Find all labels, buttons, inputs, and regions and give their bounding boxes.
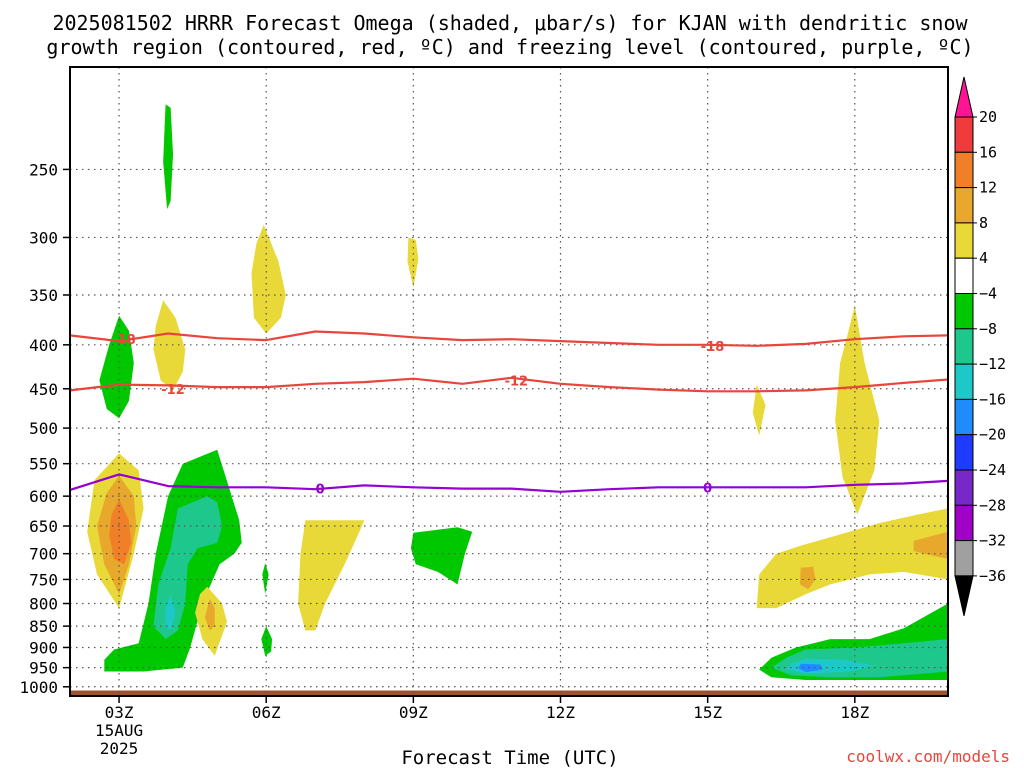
contour-label: 0	[316, 483, 325, 498]
omega-region	[913, 531, 948, 559]
y-tick-label: 600	[29, 487, 58, 506]
colorbar-cap-top	[954, 76, 974, 118]
colorbar-box	[954, 469, 974, 506]
contour-label: 0	[703, 481, 712, 496]
y-tick-label: 850	[29, 617, 58, 636]
y-tick-label: 950	[29, 659, 58, 678]
y-tick-label: 300	[29, 228, 58, 247]
contour-label: -18	[701, 340, 725, 355]
x-tick-label: 09Z	[399, 703, 428, 722]
omega-shading-layer	[87, 104, 948, 680]
colorbar-box	[954, 293, 974, 330]
plot-frame	[69, 66, 949, 697]
colorbar-box	[954, 328, 974, 365]
omega-region	[99, 315, 134, 419]
colorbar-label: −28	[979, 496, 1006, 514]
colorbar-box	[954, 363, 974, 400]
omega-region	[752, 384, 766, 436]
colorbar-cap-bottom	[954, 575, 974, 617]
chart-title-line-2: growth region (contoured, red, ºC) and f…	[46, 35, 973, 59]
colorbar-label: −4	[979, 285, 997, 303]
omega-region	[251, 224, 286, 334]
colorbar-label: 8	[979, 214, 988, 232]
omega-region	[756, 508, 948, 609]
x-tick-label: 18Z	[840, 703, 869, 722]
omega-region	[163, 104, 173, 209]
y-tick-label: 1000	[19, 678, 58, 697]
colorbar-box	[954, 151, 974, 189]
x-tick-label: 15Z	[693, 703, 722, 722]
colorbar-box	[954, 116, 974, 153]
y-tick-label: 500	[29, 419, 58, 438]
y-tick-label: 400	[29, 336, 58, 355]
colorbar-label: −36	[979, 567, 1006, 585]
y-tick-label: 450	[29, 380, 58, 399]
colorbar-label: −20	[979, 426, 1006, 444]
omega-region	[109, 499, 132, 565]
x-tick-label: 06Z	[252, 703, 281, 722]
colorbar-box	[954, 222, 974, 259]
x-axis-title: Forecast Time (UTC)	[401, 747, 618, 768]
colorbar-label: −12	[979, 355, 1006, 373]
colorbar-label: 20	[979, 108, 997, 126]
x-tick-date: 15AUG	[95, 721, 143, 740]
contour-label: -12	[161, 383, 185, 398]
contour-line	[69, 330, 949, 347]
x-tick-label: 12Z	[546, 703, 575, 722]
colorbar-box	[954, 540, 974, 577]
colorbar-label: 12	[979, 179, 997, 197]
chart-title-line-1: 2025081502 HRRR Forecast Omega (shaded, …	[52, 11, 968, 35]
omega-region	[204, 598, 215, 631]
omega-region	[410, 527, 473, 585]
omega-region	[298, 520, 365, 631]
y-tick-label: 550	[29, 455, 58, 474]
x-tick-label: 03Z	[105, 703, 134, 722]
omega-region	[165, 594, 176, 631]
contour-line	[69, 473, 949, 493]
omega-region	[261, 626, 273, 656]
omega-region	[262, 563, 269, 595]
y-tick-label: 650	[29, 517, 58, 536]
contour-layer: -18 -18 -12 -12 0 0	[69, 330, 949, 498]
colorbar: 20 16 12 8 4 −4 −8 −12 −16 −20 −24 −28 −32 −36	[954, 76, 1006, 617]
omega-region	[799, 566, 816, 590]
colorbar-box	[954, 434, 974, 471]
colorbar-label: −24	[979, 461, 1006, 479]
omega-region	[835, 305, 880, 515]
omega-region	[153, 300, 186, 391]
y-axis: 250 300 350 400 450 500 550 600 650 700 750 800 850 9…	[19, 160, 70, 697]
colorbar-label: −32	[979, 532, 1006, 550]
contour-line	[69, 376, 949, 393]
colorbar-box	[954, 398, 974, 436]
contour-label: -18	[112, 333, 136, 348]
x-tick-year: 2025	[100, 739, 139, 758]
y-tick-label: 250	[29, 160, 58, 179]
omega-region	[407, 237, 419, 288]
colorbar-label: 4	[979, 249, 988, 267]
ground-surface	[70, 690, 948, 696]
y-tick-label: 800	[29, 595, 58, 614]
colorbar-box	[954, 257, 974, 295]
credit-link[interactable]: coolwx.com/models	[846, 747, 1010, 766]
y-tick-label: 350	[29, 286, 58, 305]
contour-label: -12	[505, 374, 529, 389]
grid-layer	[70, 67, 948, 696]
y-tick-label: 900	[29, 638, 58, 657]
colorbar-box	[954, 187, 974, 224]
omega-region	[798, 663, 823, 673]
y-tick-label: 750	[29, 570, 58, 589]
colorbar-box	[954, 504, 974, 542]
colorbar-label: 16	[979, 143, 997, 161]
y-tick-label: 700	[29, 545, 58, 564]
colorbar-label: −8	[979, 320, 997, 338]
colorbar-label: −16	[979, 390, 1006, 408]
